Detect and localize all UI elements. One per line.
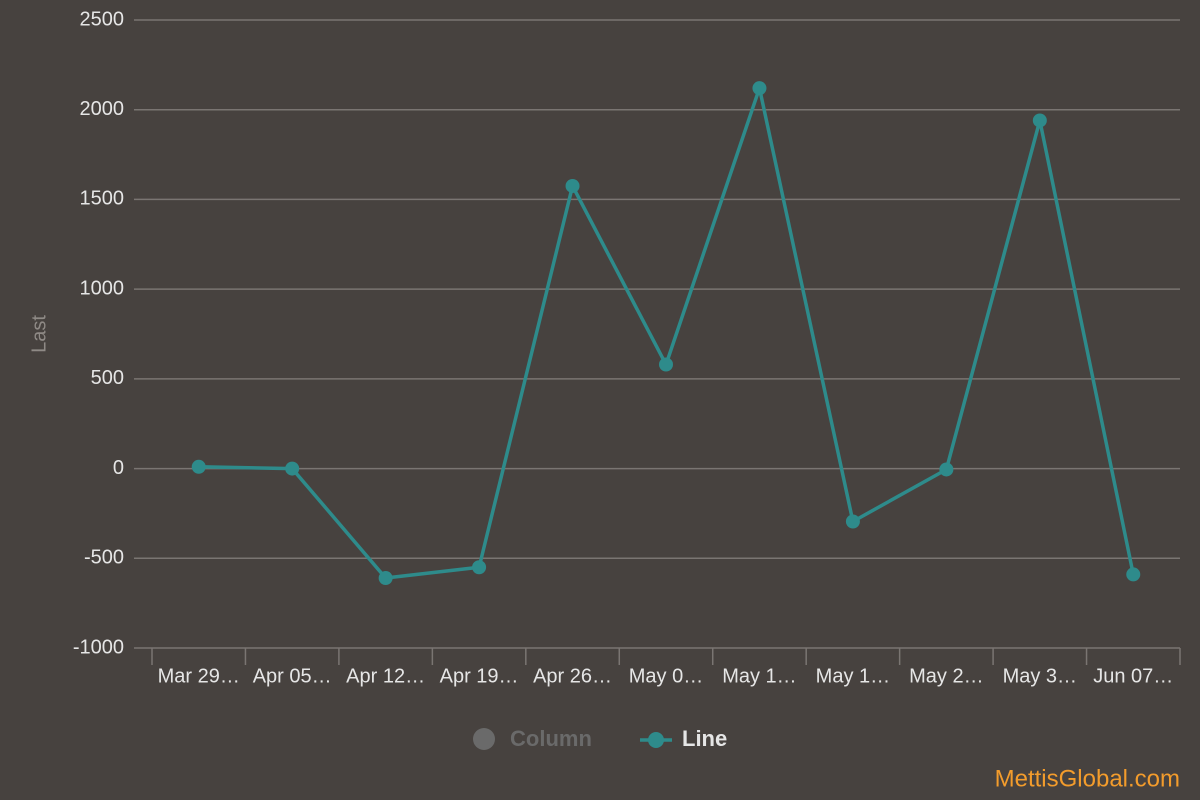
point bbox=[752, 81, 767, 96]
x-tick-label: May 2… bbox=[909, 665, 983, 687]
y-tick-label: 2000 bbox=[80, 98, 125, 120]
point bbox=[191, 459, 206, 474]
x-tick-label: Apr 19… bbox=[440, 665, 519, 687]
x-tick-label: Mar 29… bbox=[158, 665, 240, 687]
point bbox=[939, 462, 954, 477]
x-tick-label: May 1… bbox=[816, 665, 890, 687]
legend-label: Column bbox=[510, 726, 592, 751]
x-tick-label: May 3… bbox=[1003, 665, 1077, 687]
y-tick-label: -500 bbox=[84, 547, 124, 569]
legend-symbol bbox=[648, 732, 664, 748]
legend-symbol bbox=[473, 728, 495, 750]
x-tick-label: Apr 05… bbox=[253, 665, 332, 687]
legend-label: Line bbox=[682, 726, 727, 751]
y-tick-label: 0 bbox=[113, 457, 124, 479]
point bbox=[285, 461, 300, 476]
y-tick-label: -1000 bbox=[73, 636, 124, 658]
point bbox=[1032, 113, 1047, 128]
y-axis-label: Last bbox=[28, 315, 50, 353]
x-tick-label: Apr 12… bbox=[346, 665, 425, 687]
point bbox=[565, 178, 580, 193]
y-tick-label: 500 bbox=[91, 367, 124, 389]
x-tick-label: Apr 26… bbox=[533, 665, 612, 687]
y-tick-label: 1500 bbox=[80, 188, 125, 210]
watermark: MettisGlobal.com bbox=[995, 765, 1180, 792]
x-tick-label: May 1… bbox=[722, 665, 796, 687]
x-tick-label: Jun 07… bbox=[1093, 665, 1173, 687]
point bbox=[472, 560, 487, 575]
point bbox=[659, 357, 673, 372]
point bbox=[845, 514, 860, 529]
point bbox=[378, 571, 393, 586]
y-tick-label: 1000 bbox=[80, 277, 125, 299]
y-tick-label: 2500 bbox=[80, 8, 125, 30]
point bbox=[1126, 567, 1141, 582]
x-tick-label: May 0… bbox=[629, 665, 703, 687]
